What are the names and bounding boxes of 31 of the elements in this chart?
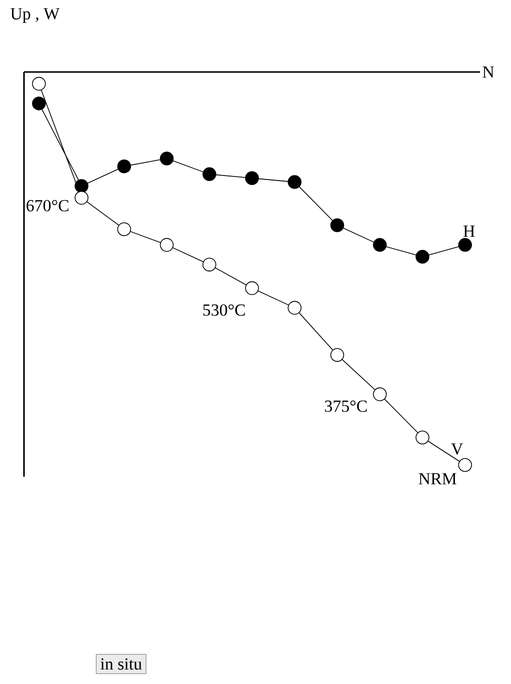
y-axis-title: Up , W: [10, 8, 60, 23]
point: [458, 238, 472, 252]
point: [74, 190, 88, 205]
point: [288, 300, 302, 315]
point: [160, 152, 174, 166]
point: [32, 76, 46, 91]
point: [458, 458, 472, 472]
annotation: 530°C: [203, 304, 245, 316]
point: [117, 159, 132, 174]
series-label: V: [451, 443, 464, 455]
point: [372, 387, 387, 402]
point: [372, 238, 387, 252]
text: in situ: [100, 658, 142, 670]
point: [74, 179, 88, 193]
point: [330, 218, 344, 232]
point: [202, 167, 216, 182]
series-label: H: [463, 226, 475, 237]
point: [117, 222, 132, 236]
point: [416, 430, 430, 444]
point: [160, 238, 174, 252]
point: [32, 96, 46, 110]
annotation: NRM: [418, 473, 456, 484]
point: [330, 348, 344, 362]
point: [416, 250, 430, 264]
x-axis-title: N: [482, 66, 494, 78]
point: [245, 281, 259, 296]
point: [288, 175, 302, 189]
point: [202, 258, 216, 272]
point: [245, 171, 259, 185]
annotation: 375°C: [324, 400, 367, 412]
annotation: 670°C: [26, 200, 68, 212]
